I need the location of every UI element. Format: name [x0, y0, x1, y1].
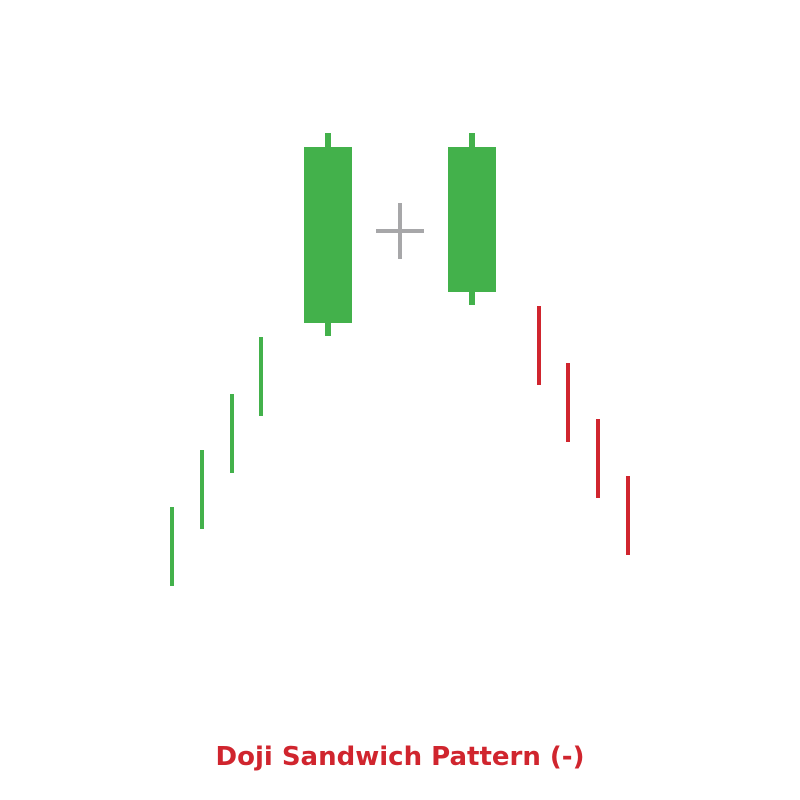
candle-body	[304, 147, 352, 323]
trend-line-down	[596, 419, 600, 498]
trend-line-down	[537, 306, 541, 385]
trend-line-up	[200, 450, 204, 529]
trend-line-up	[230, 394, 234, 473]
trend-line-up	[170, 507, 174, 586]
candle-body	[448, 147, 496, 292]
doji-body	[376, 229, 424, 233]
trend-line-down	[626, 476, 630, 555]
trend-line-down	[566, 363, 570, 442]
chart-title: Doji Sandwich Pattern (-)	[215, 742, 585, 772]
trend-line-up	[259, 337, 263, 416]
